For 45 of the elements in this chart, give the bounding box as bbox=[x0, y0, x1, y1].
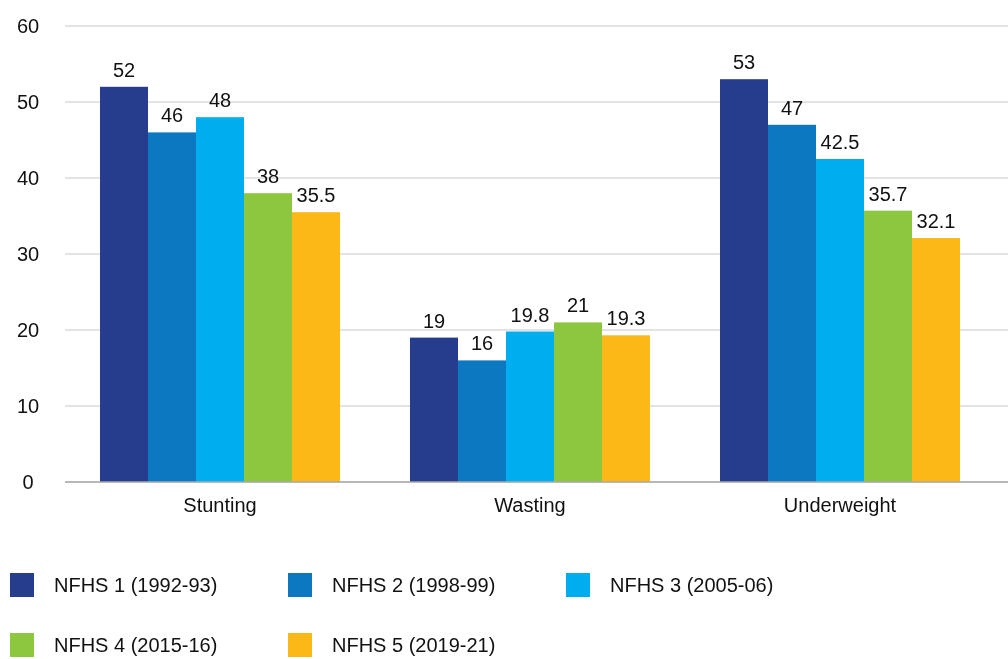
data-label: 35.7 bbox=[868, 182, 908, 205]
data-label: 52 bbox=[112, 58, 136, 81]
y-tick-label: 10 bbox=[16, 395, 40, 417]
bar bbox=[816, 159, 864, 482]
bar bbox=[554, 322, 602, 482]
data-label: 42.5 bbox=[820, 131, 860, 153]
data-label: 16 bbox=[470, 332, 494, 355]
data-label: 19.8 bbox=[510, 303, 550, 326]
legend-label: NFHS 5 (2019-21) bbox=[332, 634, 496, 656]
bar bbox=[864, 210, 912, 482]
data-label: 35.5 bbox=[296, 184, 336, 207]
bar bbox=[458, 360, 506, 482]
bar bbox=[148, 132, 196, 482]
data-label: 48 bbox=[208, 89, 232, 112]
data-label: 19 bbox=[422, 309, 446, 332]
x-tick-label: Wasting bbox=[494, 494, 566, 516]
legend-label: NFHS 4 (2015-16) bbox=[54, 634, 218, 656]
data-label: 47 bbox=[780, 96, 804, 119]
y-tick-label: 30 bbox=[16, 243, 40, 265]
bar bbox=[244, 193, 292, 482]
data-label: 53 bbox=[732, 51, 756, 74]
data-label: 46 bbox=[160, 104, 184, 127]
bar bbox=[720, 79, 768, 482]
bar bbox=[292, 212, 340, 482]
data-label: 38 bbox=[256, 165, 280, 188]
legend-label: NFHS 3 (2005-06) bbox=[610, 574, 774, 596]
bar bbox=[100, 86, 148, 482]
y-tick-label: 40 bbox=[16, 167, 40, 189]
y-tick-label: 50 bbox=[16, 91, 40, 113]
x-tick-label: Underweight bbox=[783, 494, 897, 516]
y-tick-label: 20 bbox=[16, 319, 40, 341]
data-label: 32.1 bbox=[916, 210, 956, 233]
bar bbox=[196, 117, 244, 482]
data-label: 21 bbox=[566, 294, 590, 317]
bar bbox=[410, 337, 458, 482]
data-label: 19.3 bbox=[606, 307, 646, 330]
legend-label: NFHS 2 (1998-99) bbox=[332, 574, 496, 596]
y-tick-label: 0 bbox=[22, 471, 34, 493]
bar bbox=[912, 238, 960, 482]
bar bbox=[768, 124, 816, 482]
x-tick-label: Stunting bbox=[183, 494, 257, 516]
bar bbox=[602, 335, 650, 482]
y-tick-label: 60 bbox=[16, 15, 40, 37]
bar bbox=[506, 331, 554, 482]
legend-label: NFHS 1 (1992-93) bbox=[54, 574, 218, 596]
